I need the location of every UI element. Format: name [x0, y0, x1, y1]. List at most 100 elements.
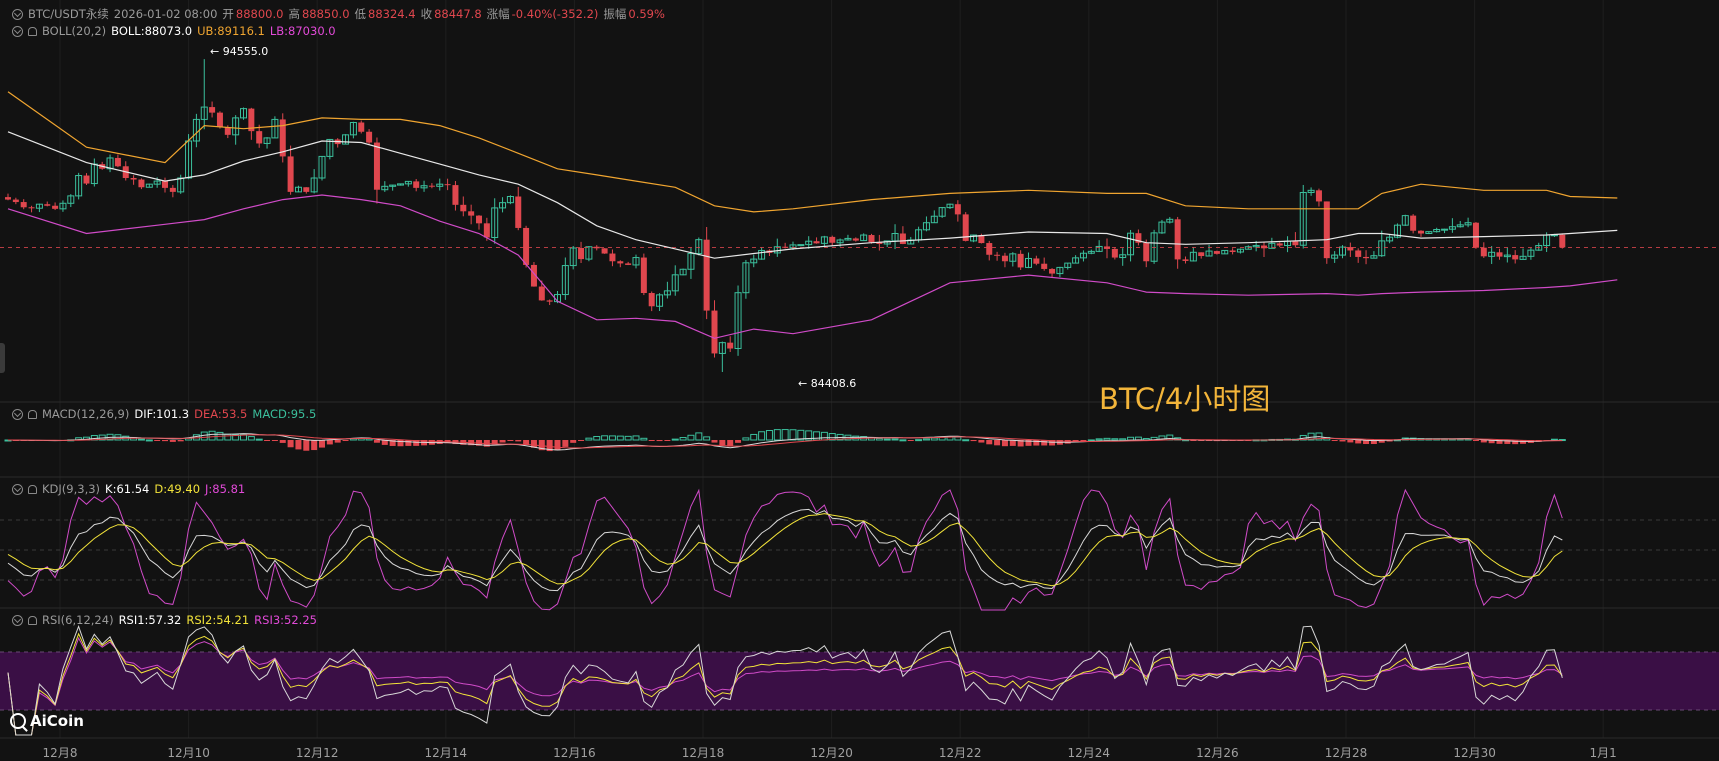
candle-body: [468, 211, 475, 216]
macd-bar: [1033, 440, 1040, 446]
candle-body: [389, 184, 397, 187]
candle-body: [1127, 232, 1135, 256]
x-tick-label: 1月1: [1589, 746, 1617, 760]
candle-body: [1049, 268, 1056, 274]
candle-body: [695, 239, 703, 255]
boll-alert-icon[interactable]: [28, 26, 37, 36]
aicoin-logo: AiCoin: [10, 712, 84, 730]
candle-body: [1182, 259, 1189, 261]
macd-bar: [1087, 439, 1095, 442]
candle-body: [428, 185, 435, 187]
candle-body: [279, 119, 286, 157]
candle-body: [1150, 232, 1158, 262]
candle-body: [52, 205, 59, 209]
candle-body: [970, 234, 978, 242]
macd-bar: [1370, 440, 1377, 445]
candle-body: [216, 112, 223, 128]
candle-body: [1261, 245, 1267, 249]
macd-bar: [664, 440, 671, 441]
rsi-band: [0, 652, 1719, 710]
candle-body: [899, 233, 906, 244]
candle-body: [1009, 253, 1017, 262]
candle-body: [1464, 222, 1472, 226]
candle-body: [1072, 257, 1080, 264]
kdj-name[interactable]: KDJ(9,3,3): [42, 482, 101, 496]
macd-bar: [326, 440, 333, 445]
rsi1-line: [7, 625, 1563, 736]
candle-body: [310, 177, 318, 193]
macd-bar: [334, 440, 341, 443]
candle-body: [632, 257, 640, 266]
boll-mid-line: [7, 131, 1618, 259]
candle-body: [1370, 255, 1378, 259]
candle-body: [648, 293, 655, 307]
boll-collapse-icon[interactable]: [12, 25, 23, 37]
macd-bar: [562, 440, 569, 447]
macd-bar: [1080, 440, 1087, 441]
macd-bar: [930, 437, 938, 441]
low-value: 88324.4: [368, 7, 416, 21]
candle-body: [1418, 230, 1424, 234]
close-value: 88447.8: [434, 7, 482, 21]
panel-resize-handle[interactable]: [0, 343, 5, 373]
candle-body: [938, 207, 946, 217]
macd-bar: [389, 440, 396, 446]
kdj-alert-icon[interactable]: [28, 484, 37, 494]
macd-name[interactable]: MACD(12,26,9): [42, 407, 130, 421]
macd-dif-value: DIF:101.3: [134, 407, 190, 421]
candle-body: [256, 131, 263, 144]
rsi-name[interactable]: RSI(6,12,24): [42, 613, 114, 627]
candle-body: [59, 202, 67, 210]
candle-body: [1205, 250, 1213, 257]
collapse-toggle-icon[interactable]: [12, 8, 23, 20]
macd-bar: [742, 437, 750, 441]
candle-body: [734, 292, 742, 350]
macd-bar: [1001, 440, 1008, 447]
macd-bar: [883, 438, 891, 441]
change-value: -0.40%(-352.2): [511, 7, 599, 21]
candle-body: [44, 204, 51, 206]
macd-bar: [703, 436, 711, 441]
candle-body: [820, 236, 828, 244]
candle-body: [342, 134, 350, 145]
candle-body: [1299, 191, 1307, 246]
candle-body: [1292, 241, 1299, 246]
macd-bar: [695, 432, 703, 441]
macd-bar: [240, 433, 247, 441]
kdj-collapse-icon[interactable]: [12, 483, 23, 495]
macd-alert-icon[interactable]: [28, 409, 37, 419]
macd-bar: [773, 429, 781, 441]
macd-bar: [1363, 440, 1370, 445]
boll-upper-line: [7, 91, 1618, 213]
macd-bar: [295, 440, 302, 450]
change-label: 涨幅: [486, 7, 510, 21]
boll-name[interactable]: BOLL(20,2): [42, 24, 107, 38]
macd-bar: [1512, 440, 1519, 445]
candle-body: [1001, 255, 1008, 262]
boll-legend: BOLL(20,2) BOLL:88073.0 UB:89116.1 LB:87…: [12, 24, 341, 38]
candle-body: [1213, 251, 1220, 254]
candle-body: [138, 179, 145, 188]
candle-body: [829, 236, 836, 243]
candle-body: [318, 155, 326, 179]
macd-collapse-icon[interactable]: [12, 408, 23, 420]
candle-body: [499, 202, 507, 209]
candle-body: [1252, 245, 1260, 248]
macd-bar: [656, 440, 663, 442]
macd-bar: [342, 440, 349, 441]
rsi-alert-icon[interactable]: [28, 615, 37, 625]
macd-bar: [640, 437, 648, 441]
macd-bar: [405, 440, 412, 446]
boll-upper-value: UB:89116.1: [197, 24, 265, 38]
candle-body: [546, 300, 553, 302]
rsi3-line: [7, 636, 1563, 736]
macd-bar: [727, 440, 734, 447]
macd-bar: [1111, 438, 1119, 441]
candle-body: [145, 183, 153, 188]
candle-body: [1189, 251, 1197, 262]
candle-body: [294, 186, 302, 193]
macd-bar: [507, 440, 514, 441]
candle-body: [1323, 201, 1330, 259]
rsi-collapse-icon[interactable]: [12, 614, 23, 626]
